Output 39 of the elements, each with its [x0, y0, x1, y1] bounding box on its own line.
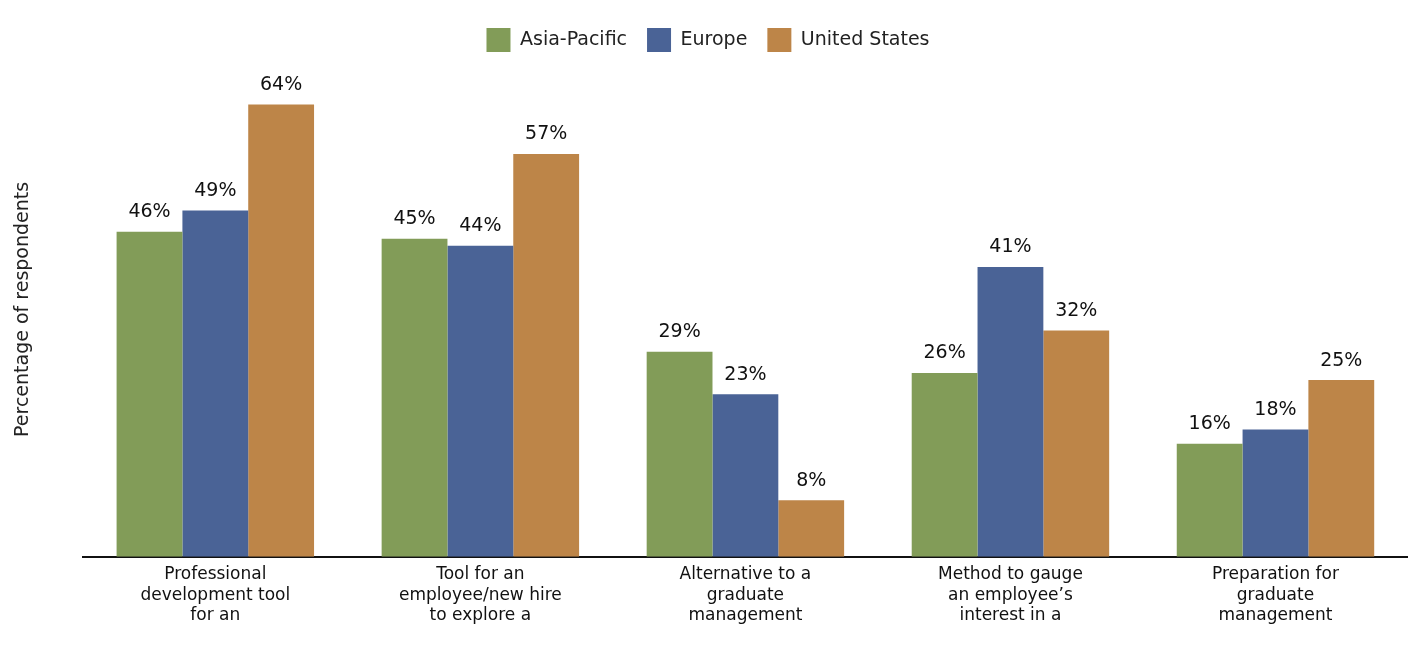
x-tick-label: Tool for an employee/new hire to explore a — [398, 563, 562, 625]
x-tick-label: Preparation for graduate management — [1211, 563, 1339, 625]
data-label: 18% — [1254, 397, 1297, 419]
data-label: 64% — [260, 71, 303, 94]
legend-label: Europe — [680, 26, 748, 49]
legend-label: Asia-Pacific — [519, 26, 628, 49]
data-label: 46% — [128, 199, 171, 222]
legend-label: United States — [800, 26, 930, 49]
bar — [1308, 380, 1375, 557]
bar — [712, 394, 779, 557]
data-label: 45% — [393, 206, 436, 229]
data-label: 23% — [724, 361, 767, 384]
data-label: 16% — [1188, 411, 1231, 434]
bar — [778, 500, 845, 557]
bar — [1242, 429, 1309, 557]
bar — [248, 104, 315, 557]
bar — [1043, 330, 1110, 557]
bar — [911, 373, 978, 557]
data-label: 41% — [989, 234, 1032, 257]
bar — [447, 245, 514, 557]
bar — [116, 231, 183, 557]
bar — [1176, 443, 1243, 557]
data-label: 26% — [923, 340, 966, 363]
bar — [646, 351, 713, 557]
data-label: 57% — [525, 121, 568, 144]
data-label: 25% — [1320, 347, 1363, 370]
bar — [381, 238, 448, 557]
bar — [513, 153, 580, 557]
bar — [182, 210, 249, 557]
x-tick-label: Alternative to a graduate management — [679, 563, 812, 625]
x-tick-label: Method to gauge an employee’s interest in a — [938, 563, 1083, 625]
bar — [977, 266, 1044, 557]
y-axis-title: Percentage of respondents — [10, 181, 33, 437]
data-label: 49% — [194, 177, 237, 200]
data-label: 8% — [796, 467, 827, 490]
x-tick-label: Professional development tool for an — [140, 563, 291, 625]
data-label: 32% — [1055, 298, 1098, 321]
data-label: 29% — [658, 319, 701, 342]
data-label: 44% — [459, 213, 502, 236]
